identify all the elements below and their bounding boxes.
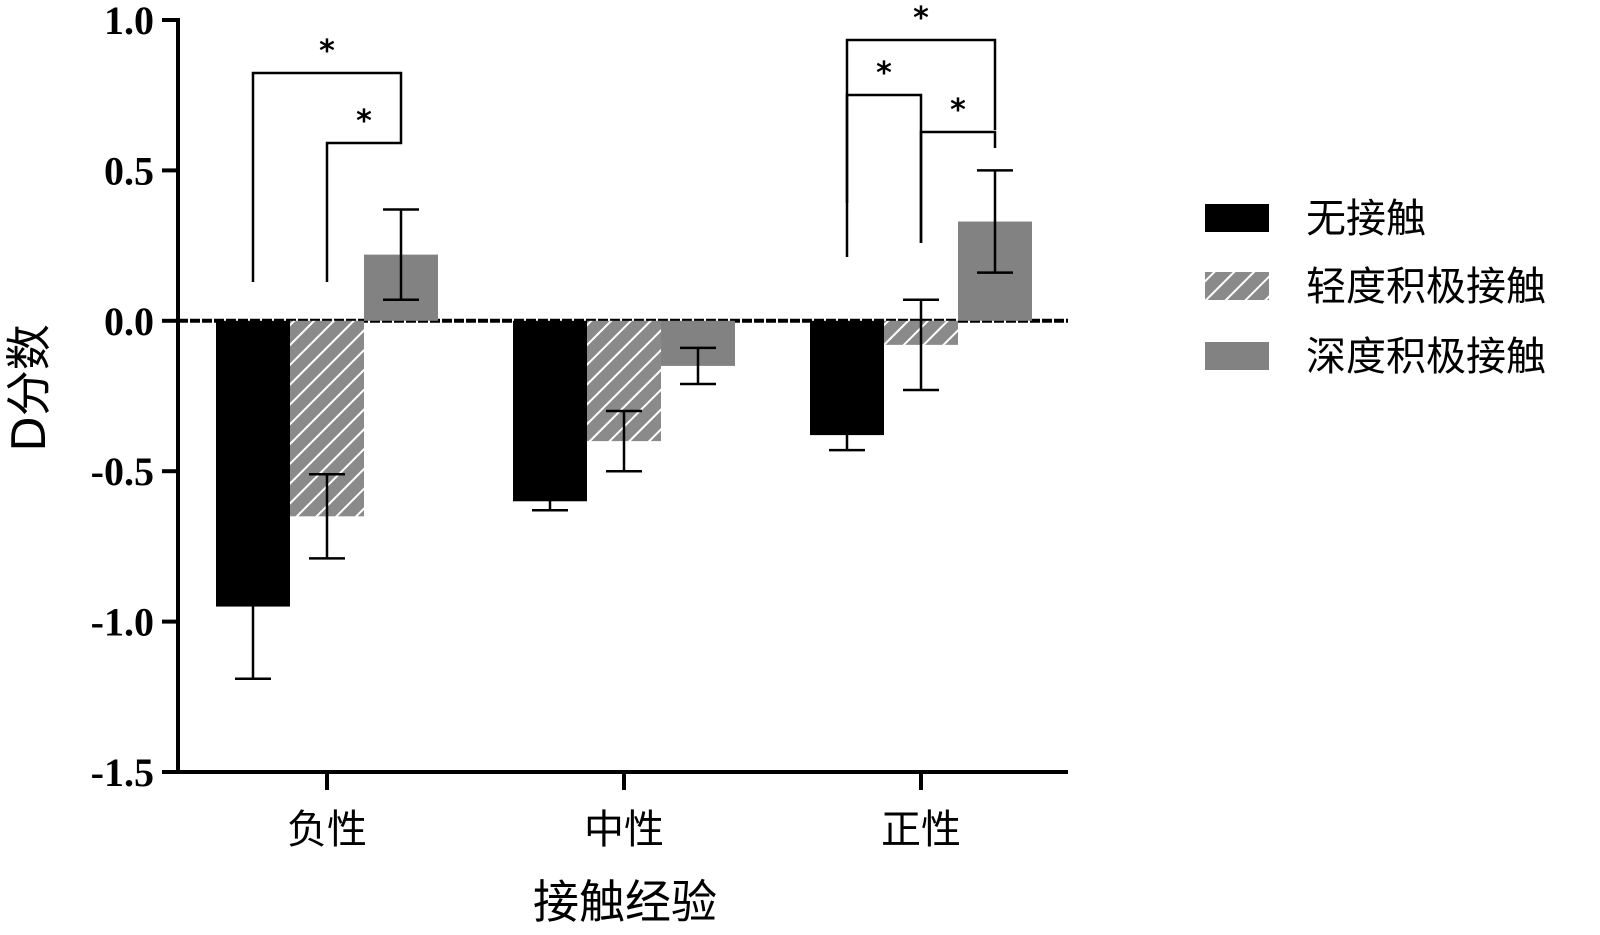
y-tick-label: -1.0 <box>91 600 154 645</box>
legend-label: 深度积极接触 <box>1306 334 1546 380</box>
x-tick-label: 负性 <box>287 807 367 853</box>
y-tick-label: 0.0 <box>104 299 154 344</box>
bar <box>810 320 884 436</box>
significance-bracket <box>325 140 403 282</box>
error-bars <box>235 169 1013 681</box>
significance-brackets: * * * * * <box>251 1 997 282</box>
y-tick-label: 1.0 <box>104 0 154 43</box>
legend-label: 无接触 <box>1306 196 1426 242</box>
y-tick-label: 0.5 <box>104 148 154 193</box>
legend-swatch <box>1205 272 1269 300</box>
legend-swatch <box>1205 342 1269 370</box>
significance-star: * <box>876 56 892 91</box>
legend-label: 轻度积极接触 <box>1306 264 1546 310</box>
significance-bracket <box>919 130 997 243</box>
y-tick-label: -1.5 <box>91 750 154 795</box>
significance-bracket <box>845 93 923 257</box>
x-tick-label: 中性 <box>584 807 664 853</box>
legend-swatch <box>1205 204 1269 232</box>
x-axis-title: 接触经验 <box>533 875 717 929</box>
axis-labels: 接触经验 D分数 <box>2 324 717 929</box>
significance-star: * <box>913 1 929 36</box>
significance-star: * <box>319 34 335 69</box>
y-tick-label: -0.5 <box>91 449 154 494</box>
significance-star: * <box>950 93 966 128</box>
significance-star: * <box>356 104 372 139</box>
bar <box>513 320 587 502</box>
x-tick-label: 正性 <box>881 807 961 853</box>
y-axis-title: D分数 <box>2 324 56 451</box>
significance-bracket <box>251 71 403 282</box>
